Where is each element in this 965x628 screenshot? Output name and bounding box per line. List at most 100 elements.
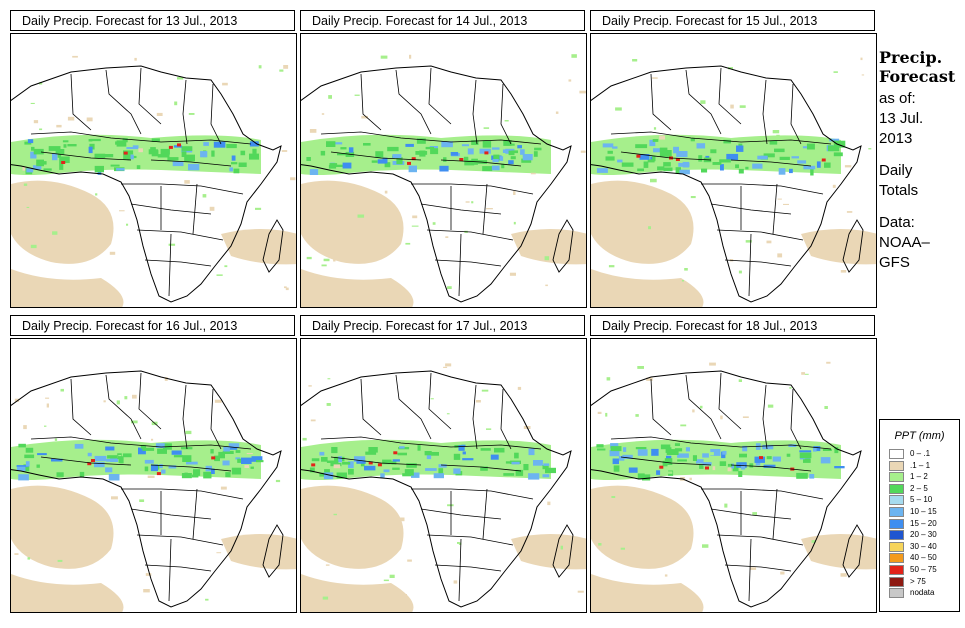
precip-cell xyxy=(462,458,474,461)
precip-cell xyxy=(690,138,695,142)
heavy-precip-cell xyxy=(368,461,373,465)
panel-title: Daily Precip. Forecast for 18 Jul., 2013 xyxy=(590,315,875,336)
precip-cell xyxy=(309,169,319,175)
precip-cell xyxy=(769,140,778,145)
precip-cell xyxy=(684,268,688,271)
precip-cell xyxy=(213,141,226,148)
precip-cell xyxy=(59,163,64,170)
precip-cell xyxy=(26,168,34,173)
precip-cell xyxy=(719,159,731,163)
legend-item: > 75 xyxy=(880,576,959,588)
precip-cell xyxy=(719,461,727,466)
precip-cell xyxy=(709,452,714,456)
precip-cell xyxy=(328,165,337,169)
precip-cell xyxy=(235,450,241,453)
precip-cell xyxy=(605,412,608,417)
heavy-precip-cell xyxy=(377,463,382,467)
country-border xyxy=(730,159,812,167)
precip-cell xyxy=(776,134,780,138)
precip-cell xyxy=(450,152,459,156)
country-border xyxy=(150,464,232,472)
precip-cell xyxy=(710,449,721,456)
precip-cell xyxy=(155,443,167,448)
country-border xyxy=(144,259,212,267)
precip-cell xyxy=(109,251,116,255)
panel-title: Daily Precip. Forecast for 13 Jul., 2013 xyxy=(10,10,295,31)
precip-cell xyxy=(538,535,542,538)
precip-cell xyxy=(453,468,461,474)
country-border xyxy=(70,73,92,131)
precip-cell xyxy=(673,146,679,154)
country-border xyxy=(620,151,712,161)
precip-cell xyxy=(160,148,170,155)
precip-cell xyxy=(584,248,586,252)
precip-cell xyxy=(369,503,376,507)
precip-cell xyxy=(520,149,525,155)
precip-cell xyxy=(184,180,190,184)
legend-item: nodata xyxy=(880,587,959,599)
precip-cell xyxy=(446,413,450,415)
precip-cell xyxy=(275,479,281,483)
precip-cell xyxy=(780,571,785,575)
precip-cell xyxy=(140,445,147,449)
precip-cell xyxy=(418,465,424,467)
precip-cell xyxy=(224,265,228,268)
precip-cell xyxy=(675,167,681,174)
precip-cell xyxy=(25,447,34,453)
country-border xyxy=(790,388,802,450)
coastline xyxy=(11,370,282,608)
precip-cell xyxy=(508,160,514,165)
precip-cell xyxy=(209,206,215,211)
precip-cell xyxy=(826,444,830,447)
precip-cell xyxy=(222,450,234,454)
precip-cell xyxy=(86,117,93,122)
precip-cell xyxy=(481,389,489,392)
precip-cell xyxy=(684,545,688,548)
precip-cell xyxy=(783,203,789,205)
precip-cell xyxy=(283,65,289,69)
map-canvas xyxy=(301,54,586,307)
precip-cell xyxy=(136,165,141,169)
country-border xyxy=(210,388,222,450)
precip-cell xyxy=(235,457,241,460)
dry-area xyxy=(801,229,876,265)
precip-cell xyxy=(354,456,366,462)
precip-cell xyxy=(579,90,586,94)
precip-cell xyxy=(623,447,627,452)
precip-cell xyxy=(103,400,106,403)
madagascar-outline xyxy=(842,524,864,578)
precip-cell xyxy=(226,144,237,149)
country-border xyxy=(182,384,188,450)
precip-cell xyxy=(156,112,163,116)
precip-cell xyxy=(333,513,337,516)
coastline xyxy=(591,370,862,608)
precip-map xyxy=(10,338,297,613)
precip-cell xyxy=(387,146,399,152)
forecast-info: Precip. Forecast as of: 13 Jul. 2013 Dai… xyxy=(879,48,963,273)
country-border xyxy=(701,488,824,500)
precip-cell xyxy=(674,448,683,452)
precip-cell xyxy=(607,150,613,154)
precip-cell xyxy=(844,165,852,168)
precip-cell xyxy=(30,244,37,249)
precip-cell xyxy=(231,467,242,475)
country-border xyxy=(330,151,422,161)
precip-cell xyxy=(46,403,49,408)
precip-cell xyxy=(757,155,768,160)
precip-cell xyxy=(392,467,400,470)
precip-cell xyxy=(702,453,709,458)
precip-cell xyxy=(462,451,466,455)
precip-cell xyxy=(635,414,639,417)
madagascar-outline xyxy=(262,524,284,578)
precip-cell xyxy=(653,148,665,153)
precip-cell xyxy=(48,146,61,151)
precip-cell xyxy=(164,443,171,449)
country-border xyxy=(772,183,778,235)
country-border xyxy=(360,378,382,436)
precip-cell xyxy=(249,141,259,147)
precip-cell xyxy=(57,559,63,562)
precip-cell xyxy=(134,57,137,61)
country-border xyxy=(40,456,132,466)
precip-cell xyxy=(56,124,62,128)
precip-cell xyxy=(732,464,739,472)
